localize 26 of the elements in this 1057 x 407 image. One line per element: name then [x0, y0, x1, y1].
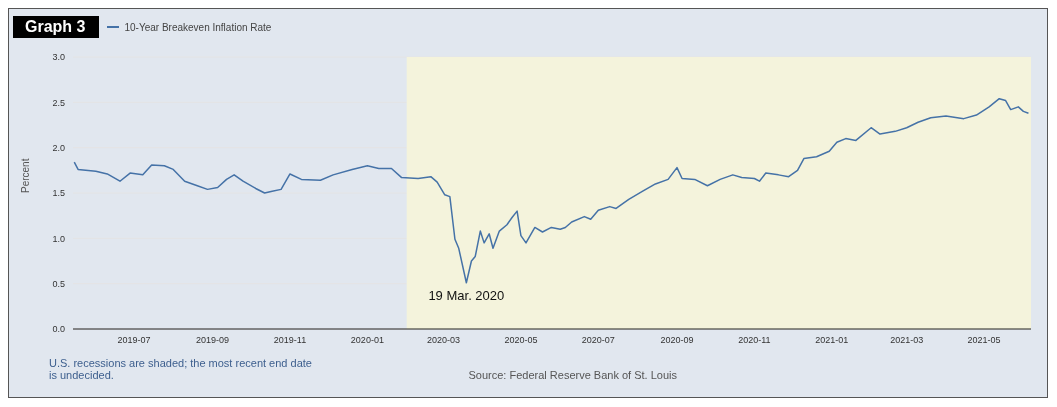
x-tick-label: 2020-09: [660, 335, 694, 346]
x-tick-label: 2019-07: [117, 335, 151, 346]
x-tick-label: 2019-09: [196, 335, 230, 346]
legend-label: 10-Year Breakeven Inflation Rate: [123, 21, 272, 33]
y-tick-label: 3.0: [52, 52, 65, 63]
x-tick-label: 2020-07: [581, 335, 615, 346]
note-text: U.S. recessions are shaded; the most recent end date is undecided.: [49, 357, 313, 381]
y-axis-title: Percent: [19, 158, 31, 193]
chart-title: Graph 3: [13, 16, 100, 38]
x-tick-label: 2021-05: [967, 335, 1001, 346]
y-tick-label: 1.0: [52, 233, 65, 244]
x-tick-label: 2020-05: [504, 335, 538, 346]
y-tick-label: 0.0: [52, 324, 65, 335]
annotation: 19 Mar. 2020: [428, 287, 505, 303]
y-tick-label: 2.0: [52, 142, 65, 153]
y-tick-label: 2.5: [52, 97, 65, 108]
x-tick-label: 2021-01: [815, 335, 849, 346]
x-tick-label: 2020-01: [350, 335, 384, 346]
line-series: [73, 97, 1030, 284]
x-tick-label: 2021-03: [890, 335, 924, 346]
x-tick-label: 2020-03: [427, 335, 461, 346]
x-tick-label: 2020-11: [738, 335, 771, 346]
y-tick-label: 1.5: [52, 188, 65, 199]
x-tick-label: 2019-11: [273, 335, 307, 346]
source-note: Source: Federal Reserve Bank of St. Louis: [468, 369, 677, 381]
y-tick-label: 0.5: [52, 278, 65, 289]
